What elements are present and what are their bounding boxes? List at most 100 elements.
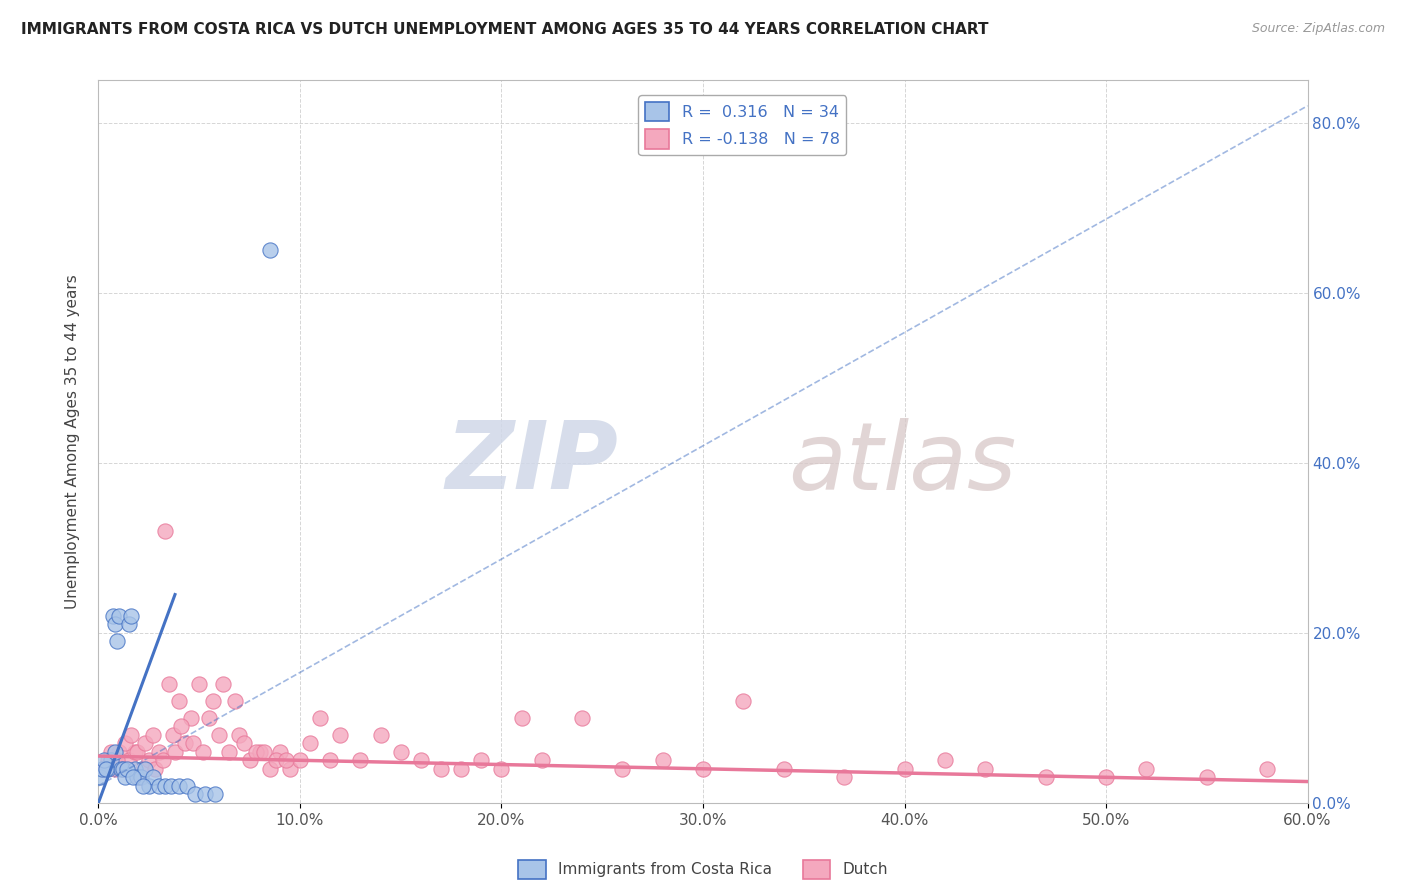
Point <box>107 745 129 759</box>
Y-axis label: Unemployment Among Ages 35 to 44 years: Unemployment Among Ages 35 to 44 years <box>65 274 80 609</box>
Point <box>228 728 250 742</box>
Point <box>612 762 634 776</box>
Point <box>204 787 226 801</box>
Point <box>157 677 180 691</box>
Point <box>349 753 371 767</box>
Point <box>107 608 129 623</box>
Point <box>772 762 794 776</box>
Point <box>134 736 156 750</box>
Point <box>249 745 271 759</box>
Point <box>143 762 166 776</box>
Point <box>91 762 114 776</box>
Point <box>264 753 287 767</box>
Point <box>134 762 156 776</box>
Point <box>103 745 125 759</box>
Point <box>692 762 714 776</box>
Point <box>198 711 221 725</box>
Point <box>1095 770 1118 784</box>
Text: ZIP: ZIP <box>446 417 619 509</box>
Point <box>181 736 204 750</box>
Point <box>162 728 184 742</box>
Point <box>118 617 141 632</box>
Point <box>278 762 301 776</box>
Point <box>202 694 225 708</box>
Point <box>450 762 472 776</box>
Point <box>97 762 120 776</box>
Point <box>733 694 755 708</box>
Point <box>180 711 202 725</box>
Point <box>174 736 197 750</box>
Point <box>114 736 136 750</box>
Text: IMMIGRANTS FROM COSTA RICA VS DUTCH UNEMPLOYMENT AMONG AGES 35 TO 44 YEARS CORRE: IMMIGRANTS FROM COSTA RICA VS DUTCH UNEM… <box>21 22 988 37</box>
Point <box>1135 762 1157 776</box>
Point <box>1035 770 1057 784</box>
Point <box>530 753 553 767</box>
Point <box>1256 762 1278 776</box>
Point <box>329 728 352 742</box>
Text: Source: ZipAtlas.com: Source: ZipAtlas.com <box>1251 22 1385 36</box>
Point <box>111 762 134 776</box>
Point <box>89 770 111 784</box>
Point <box>167 779 190 793</box>
Point <box>934 753 956 767</box>
Point <box>274 753 297 767</box>
Point <box>128 770 150 784</box>
Point <box>319 753 342 767</box>
Point <box>893 762 915 776</box>
Point <box>232 736 254 750</box>
Point <box>118 753 141 767</box>
Point <box>129 770 152 784</box>
Point <box>148 745 170 759</box>
Point <box>167 694 190 708</box>
Point <box>571 711 593 725</box>
Point <box>170 719 193 733</box>
Point <box>124 762 146 776</box>
Point <box>176 779 198 793</box>
Point <box>224 694 246 708</box>
Point <box>105 753 128 767</box>
Point <box>309 711 332 725</box>
Point <box>142 770 165 784</box>
Point <box>111 762 134 776</box>
Point <box>148 779 170 793</box>
Point <box>193 745 215 759</box>
Point <box>160 779 183 793</box>
Point <box>651 753 673 767</box>
Point <box>125 770 148 784</box>
Point <box>259 244 281 258</box>
Point <box>132 779 155 793</box>
Point <box>142 728 165 742</box>
Point <box>194 787 217 801</box>
Legend: Immigrants from Costa Rica, Dutch: Immigrants from Costa Rica, Dutch <box>512 854 894 885</box>
Point <box>153 524 176 538</box>
Text: atlas: atlas <box>787 417 1017 508</box>
Point <box>259 762 281 776</box>
Point <box>239 753 262 767</box>
Point <box>288 753 311 767</box>
Point <box>101 608 124 623</box>
Point <box>269 745 291 759</box>
Point <box>100 745 122 759</box>
Point <box>115 762 138 776</box>
Point <box>93 753 115 767</box>
Point <box>120 728 142 742</box>
Point <box>212 677 235 691</box>
Point <box>97 753 120 767</box>
Point <box>491 762 513 776</box>
Point <box>103 762 125 776</box>
Point <box>153 779 176 793</box>
Point <box>138 753 160 767</box>
Point <box>253 745 276 759</box>
Point <box>124 745 146 759</box>
Point <box>370 728 392 742</box>
Point <box>245 745 267 759</box>
Point <box>389 745 412 759</box>
Point <box>188 677 211 691</box>
Point <box>832 770 855 784</box>
Point <box>1195 770 1218 784</box>
Point <box>163 745 186 759</box>
Point <box>96 762 118 776</box>
Point <box>218 745 240 759</box>
Point <box>138 779 160 793</box>
Point <box>208 728 231 742</box>
